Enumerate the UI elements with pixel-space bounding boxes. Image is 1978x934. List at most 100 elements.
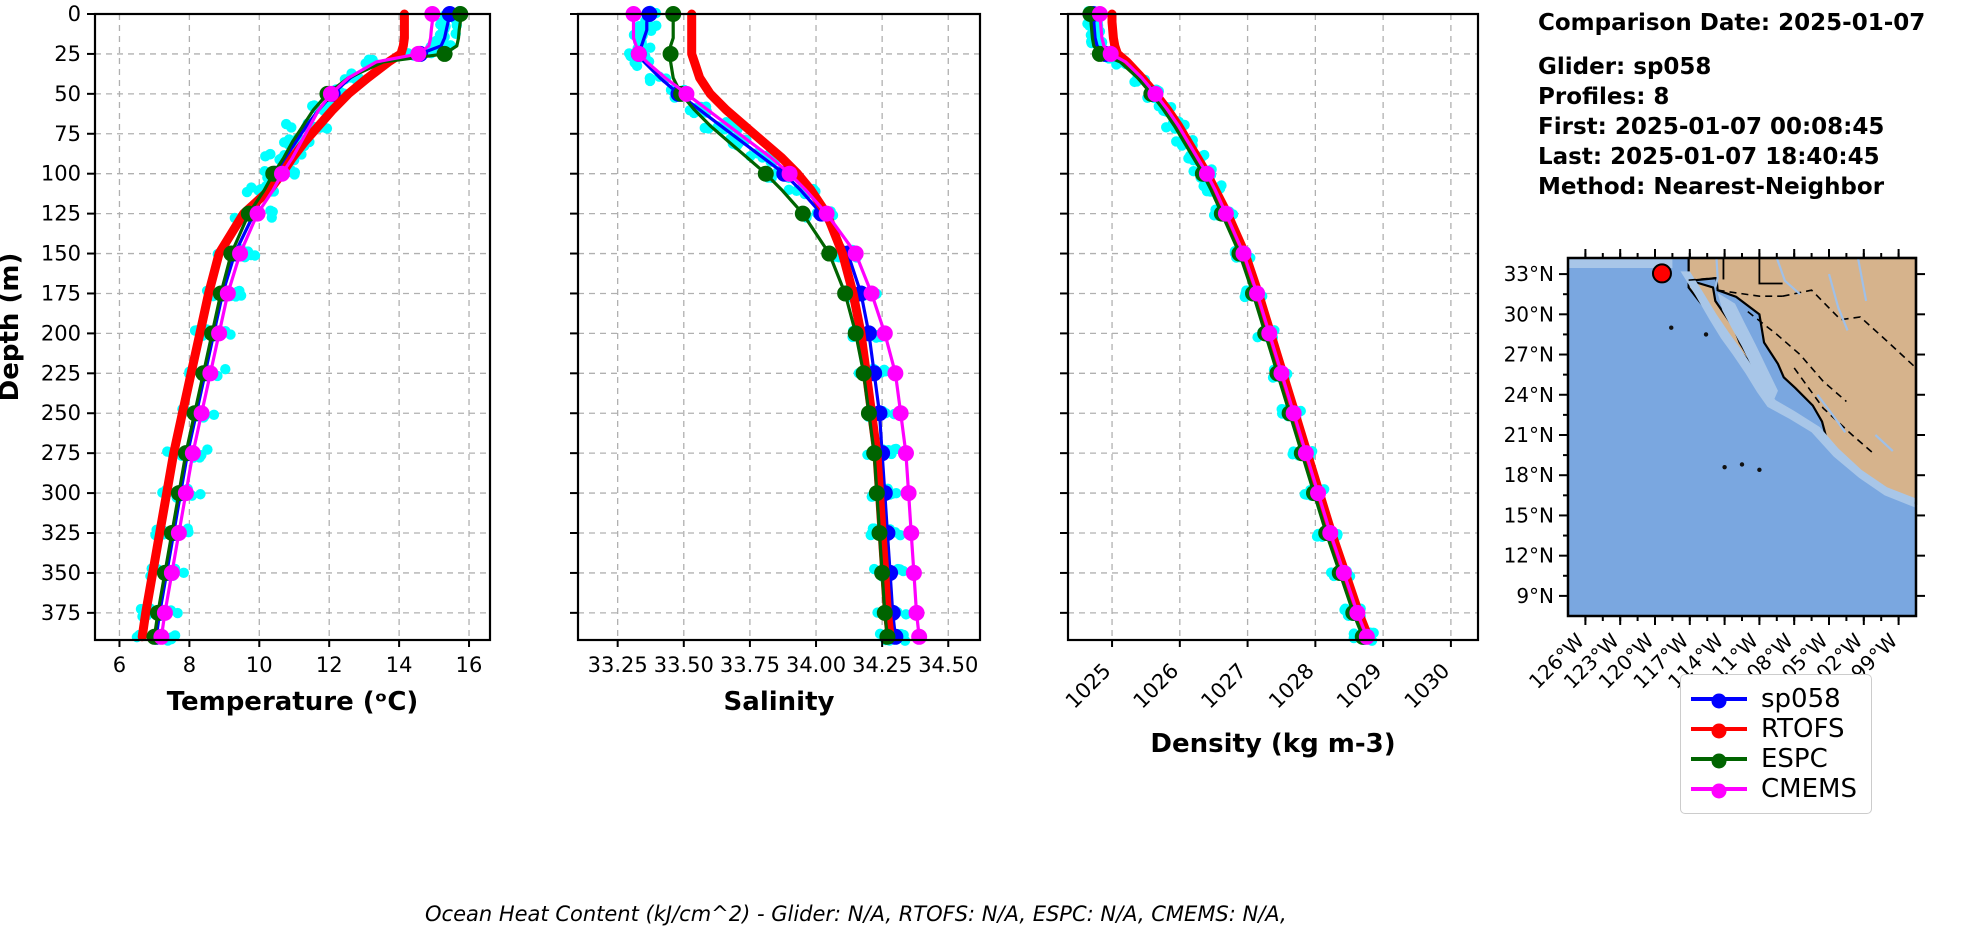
map-lat-label: 27°N xyxy=(1504,343,1554,367)
political-border xyxy=(1747,311,1847,403)
y-axis-title: Depth (m) xyxy=(0,253,25,402)
legend-item-sp058[interactable]: sp058 xyxy=(1691,684,1857,714)
data-point xyxy=(860,405,877,422)
data-point xyxy=(211,325,228,342)
northern-shelf-strip xyxy=(1568,258,1673,268)
data-point xyxy=(193,405,210,422)
x-tick-label: 12 xyxy=(316,653,343,677)
x-tick-label: 8 xyxy=(183,653,196,677)
x-tick-label: 10 xyxy=(246,653,273,677)
x-tick-label: 1026 xyxy=(1129,659,1184,714)
data-point xyxy=(897,445,914,462)
series-line-espc xyxy=(1088,12,1365,639)
x-axis-title: Temperature (ᵒC) xyxy=(167,687,419,717)
political-border xyxy=(1782,289,1917,369)
data-point xyxy=(249,205,266,222)
scatter-point xyxy=(286,122,297,133)
data-point xyxy=(847,245,864,262)
data-point xyxy=(781,165,798,182)
legend-marker-dot xyxy=(1711,723,1727,739)
legend-marker-dot xyxy=(1711,783,1727,799)
state-border-solid xyxy=(1758,258,1783,285)
scatter-point xyxy=(178,567,189,578)
data-point xyxy=(1322,525,1339,542)
data-point xyxy=(794,205,811,222)
y-tick-label: 50 xyxy=(54,82,81,106)
river xyxy=(1775,257,1801,296)
location-map-svg[interactable]: 33°N30°N27°N24°N21°N18°N15°N12°N9°N126°W… xyxy=(1504,240,1978,694)
scatter-point xyxy=(783,184,795,196)
y-tick-label: 100 xyxy=(41,162,81,186)
legend-item-espc[interactable]: ESPC xyxy=(1691,744,1857,774)
x-tick-label: 14 xyxy=(386,653,413,677)
data-point xyxy=(274,165,291,182)
x-tick-label: 1029 xyxy=(1332,659,1387,714)
x-tick-label: 33.25 xyxy=(588,653,648,677)
river xyxy=(1827,273,1849,331)
y-tick-label: 175 xyxy=(41,281,81,305)
salinity-plot-svg: 33.25 33.50 33.75 34.00 34.25 34.50 Salinity xyxy=(570,5,982,717)
data-point xyxy=(911,628,928,645)
x-tick-label: 16 xyxy=(456,653,483,677)
temperature-plot-svg: 6 8 10 12 14 16 0 25 50 75 100 125 150 175 200 225 250 27… xyxy=(0,2,492,717)
continental-shelf xyxy=(1680,271,1915,508)
data-point xyxy=(1285,405,1302,422)
map-lat-label: 9°N xyxy=(1516,584,1554,608)
legend-label: ESPC xyxy=(1761,744,1828,774)
y-tick-label: 125 xyxy=(41,202,81,226)
data-point xyxy=(184,445,201,462)
y-tick-label: 300 xyxy=(41,481,81,505)
political-border xyxy=(1717,289,1783,298)
y-tick-label: 0 xyxy=(68,2,81,26)
data-point xyxy=(866,445,883,462)
scatter-point xyxy=(898,565,909,577)
data-point xyxy=(892,405,909,422)
data-point xyxy=(1349,604,1366,621)
y-tick-label: 200 xyxy=(41,321,81,345)
x-tick-label: 33.50 xyxy=(654,653,714,677)
data-point xyxy=(821,245,838,262)
method-text: Method: Nearest-Neighbor xyxy=(1538,174,1885,200)
series-line-cmems xyxy=(1098,12,1369,639)
data-point xyxy=(905,564,922,581)
data-point xyxy=(900,485,917,502)
data-point xyxy=(818,205,835,222)
first-profile-time-text: First: 2025-01-07 00:08:45 xyxy=(1538,114,1885,140)
data-point xyxy=(863,285,880,302)
comparison-date-text: Comparison Date: 2025-01-07 xyxy=(1538,10,1926,36)
scatter-point xyxy=(208,409,220,420)
scatter-point xyxy=(220,364,231,375)
legend-item-rtofs[interactable]: RTOFS xyxy=(1691,714,1857,744)
data-point xyxy=(1273,365,1290,382)
series-markers-cmems xyxy=(1091,6,1375,645)
y-tick-label: 375 xyxy=(41,601,81,625)
legend-marker-dot xyxy=(1711,753,1727,769)
axes-frame xyxy=(1066,12,1480,642)
glider-name-text: Glider: sp058 xyxy=(1538,54,1712,80)
scatter-point xyxy=(195,489,206,500)
legend-label: RTOFS xyxy=(1761,714,1845,744)
y-tick-label: 75 xyxy=(54,122,81,146)
map-lat-label: 24°N xyxy=(1504,383,1554,407)
legend-line-swatch xyxy=(1691,753,1747,769)
data-point xyxy=(876,325,893,342)
data-point xyxy=(903,525,920,542)
map-lat-label: 18°N xyxy=(1504,463,1554,487)
x-tick-label: 1027 xyxy=(1196,659,1251,714)
data-point xyxy=(1358,628,1375,645)
legend-item-cmems[interactable]: CMEMS xyxy=(1691,774,1857,804)
data-point xyxy=(156,604,173,621)
data-point xyxy=(678,85,695,102)
series-line-rtofs xyxy=(137,9,409,642)
data-point xyxy=(163,564,180,581)
series-line-sp058 xyxy=(1091,12,1366,639)
series-line-cmems xyxy=(631,12,921,639)
river xyxy=(1874,434,1894,452)
x-tick-label: 34.25 xyxy=(852,653,912,677)
data-point xyxy=(1297,445,1314,462)
axes-frame xyxy=(576,12,982,642)
x-tick-label: 6 xyxy=(113,653,126,677)
data-point xyxy=(757,165,774,182)
series-legend: sp058 RTOFS ESPC CMEMS xyxy=(1680,674,1872,814)
